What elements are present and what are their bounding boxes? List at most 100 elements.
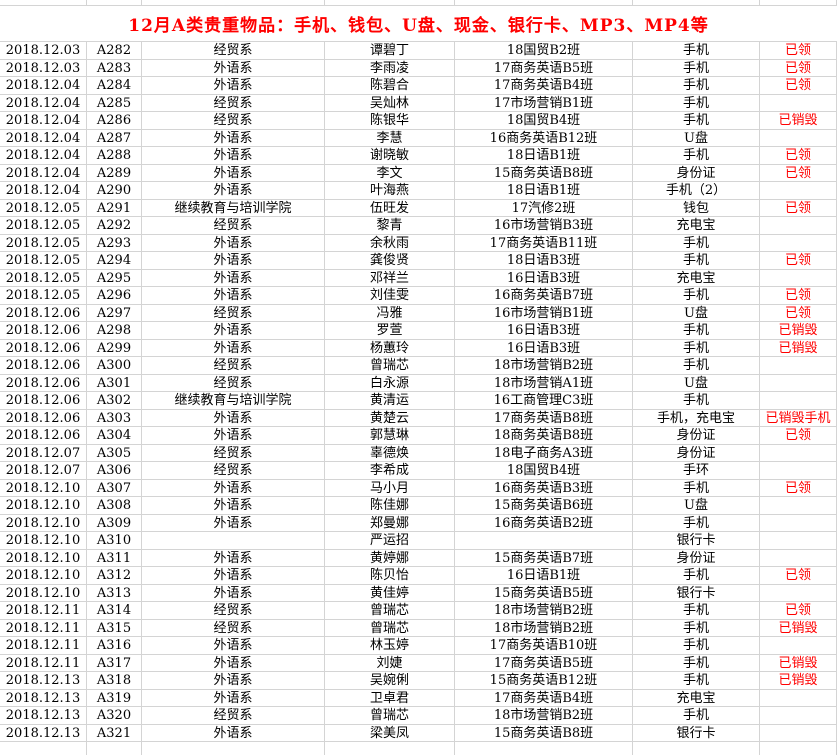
cell-department[interactable]: 经贸系	[142, 602, 325, 620]
cell-student-name[interactable]: 严运招	[325, 532, 455, 550]
cell-class[interactable]: 18电子商务A3班	[455, 444, 633, 462]
cell-class[interactable]: 18市场营销B2班	[455, 619, 633, 637]
cell-department[interactable]: 外语系	[142, 129, 325, 147]
cell-id[interactable]: A317	[87, 654, 142, 672]
cell-student-name[interactable]: 杨蕙玲	[325, 339, 455, 357]
cell-department[interactable]: 外语系	[142, 427, 325, 445]
cell-status[interactable]: 已领	[760, 567, 837, 585]
cell-department[interactable]: 经贸系	[142, 112, 325, 130]
cell-department[interactable]: 外语系	[142, 147, 325, 165]
cell-date[interactable]: 2018.12.11	[0, 602, 87, 620]
cell-id[interactable]: A319	[87, 689, 142, 707]
cell-student-name[interactable]: 叶海燕	[325, 182, 455, 200]
cell-status[interactable]	[760, 129, 837, 147]
cell-id[interactable]: A306	[87, 462, 142, 480]
cell-student-name[interactable]: 郭慧琳	[325, 427, 455, 445]
cell-id[interactable]: A297	[87, 304, 142, 322]
cell-student-name[interactable]: 李雨凌	[325, 59, 455, 77]
cell-department[interactable]: 经贸系	[142, 444, 325, 462]
cell-id[interactable]: A318	[87, 672, 142, 690]
cell-status[interactable]	[760, 724, 837, 742]
cell-department[interactable]: 外语系	[142, 409, 325, 427]
cell-department[interactable]: 经贸系	[142, 217, 325, 235]
cell-id[interactable]: A310	[87, 532, 142, 550]
cell-student-name[interactable]: 卫卓君	[325, 689, 455, 707]
cell-item[interactable]: 充电宝	[633, 217, 760, 235]
cell-status[interactable]	[760, 707, 837, 725]
cell-class[interactable]: 17商务英语B10班	[455, 637, 633, 655]
cell-date[interactable]: 2018.12.06	[0, 392, 87, 410]
cell-status[interactable]: 已销毁	[760, 322, 837, 340]
cell-id[interactable]: A285	[87, 94, 142, 112]
cell-student-name[interactable]: 伍旺发	[325, 199, 455, 217]
cell-id[interactable]: A283	[87, 59, 142, 77]
cell-student-name[interactable]: 刘佳雯	[325, 287, 455, 305]
cell-student-name[interactable]: 吴婉俐	[325, 672, 455, 690]
cell-department[interactable]: 外语系	[142, 77, 325, 95]
cell-item[interactable]: 手机	[633, 42, 760, 60]
cell-class[interactable]	[455, 532, 633, 550]
cell-item[interactable]: U盘	[633, 129, 760, 147]
cell-status[interactable]: 已领	[760, 252, 837, 270]
cell-department[interactable]: 外语系	[142, 322, 325, 340]
cell-item[interactable]: U盘	[633, 374, 760, 392]
cell-id[interactable]: A315	[87, 619, 142, 637]
cell-item[interactable]: 手机	[633, 287, 760, 305]
cell-department[interactable]: 经贸系	[142, 304, 325, 322]
cell-id[interactable]: A304	[87, 427, 142, 445]
cell-class[interactable]: 16商务英语B7班	[455, 287, 633, 305]
cell-status[interactable]	[760, 234, 837, 252]
cell-id[interactable]: A289	[87, 164, 142, 182]
cell-class[interactable]: 17商务英语B5班	[455, 654, 633, 672]
cell-date[interactable]: 2018.12.10	[0, 567, 87, 585]
cell-student-name[interactable]: 刘婕	[325, 654, 455, 672]
cell-department[interactable]: 外语系	[142, 654, 325, 672]
cell-item[interactable]: 手机	[633, 654, 760, 672]
cell-department[interactable]: 外语系	[142, 689, 325, 707]
cell-id[interactable]: A296	[87, 287, 142, 305]
cell-id[interactable]: A298	[87, 322, 142, 340]
cell-date[interactable]: 2018.12.07	[0, 444, 87, 462]
cell-id[interactable]: A287	[87, 129, 142, 147]
cell-student-name[interactable]: 白永源	[325, 374, 455, 392]
title-row[interactable]: 12月A类贵重物品：手机、钱包、U盘、现金、银行卡、MP3、MP4等	[0, 6, 837, 42]
cell-status[interactable]	[760, 514, 837, 532]
cell-class[interactable]: 16工商管理C3班	[455, 392, 633, 410]
cell-date[interactable]: 2018.12.03	[0, 59, 87, 77]
cell-id[interactable]: A288	[87, 147, 142, 165]
cell-department[interactable]: 继续教育与培训学院	[142, 392, 325, 410]
cell-item[interactable]: U盘	[633, 497, 760, 515]
cell-item[interactable]: 手机	[633, 567, 760, 585]
cell-item[interactable]: 充电宝	[633, 689, 760, 707]
cell-status[interactable]: 已领	[760, 427, 837, 445]
cell-item[interactable]: 身份证	[633, 164, 760, 182]
cell-id[interactable]: A291	[87, 199, 142, 217]
cell-department[interactable]: 外语系	[142, 164, 325, 182]
cell-department[interactable]	[142, 532, 325, 550]
cell-item[interactable]: 手机	[633, 322, 760, 340]
cell-class[interactable]: 18日语B3班	[455, 252, 633, 270]
cell-class[interactable]: 16市场营销B1班	[455, 304, 633, 322]
cell-id[interactable]: A314	[87, 602, 142, 620]
cell-status[interactable]	[760, 689, 837, 707]
cell-student-name[interactable]: 李慧	[325, 129, 455, 147]
cell-department[interactable]: 外语系	[142, 497, 325, 515]
cell-student-name[interactable]: 余秋雨	[325, 234, 455, 252]
cell-id[interactable]: A302	[87, 392, 142, 410]
cell-student-name[interactable]: 曾瑞芯	[325, 619, 455, 637]
cell-id[interactable]: A311	[87, 549, 142, 567]
cell-status[interactable]: 已领	[760, 147, 837, 165]
cell-status[interactable]: 已领	[760, 479, 837, 497]
cell-date[interactable]: 2018.12.05	[0, 199, 87, 217]
cell-date[interactable]: 2018.12.05	[0, 252, 87, 270]
cell-date[interactable]: 2018.12.10	[0, 532, 87, 550]
cell-department[interactable]: 经贸系	[142, 374, 325, 392]
cell-student-name[interactable]: 陈碧合	[325, 77, 455, 95]
cell-status[interactable]: 已领	[760, 199, 837, 217]
cell-id[interactable]: A299	[87, 339, 142, 357]
cell-id[interactable]: A316	[87, 637, 142, 655]
cell-class[interactable]: 18市场营销B2班	[455, 357, 633, 375]
cell-item[interactable]: 手机	[633, 252, 760, 270]
cell-item[interactable]: 手机	[633, 392, 760, 410]
cell-department[interactable]: 经贸系	[142, 619, 325, 637]
